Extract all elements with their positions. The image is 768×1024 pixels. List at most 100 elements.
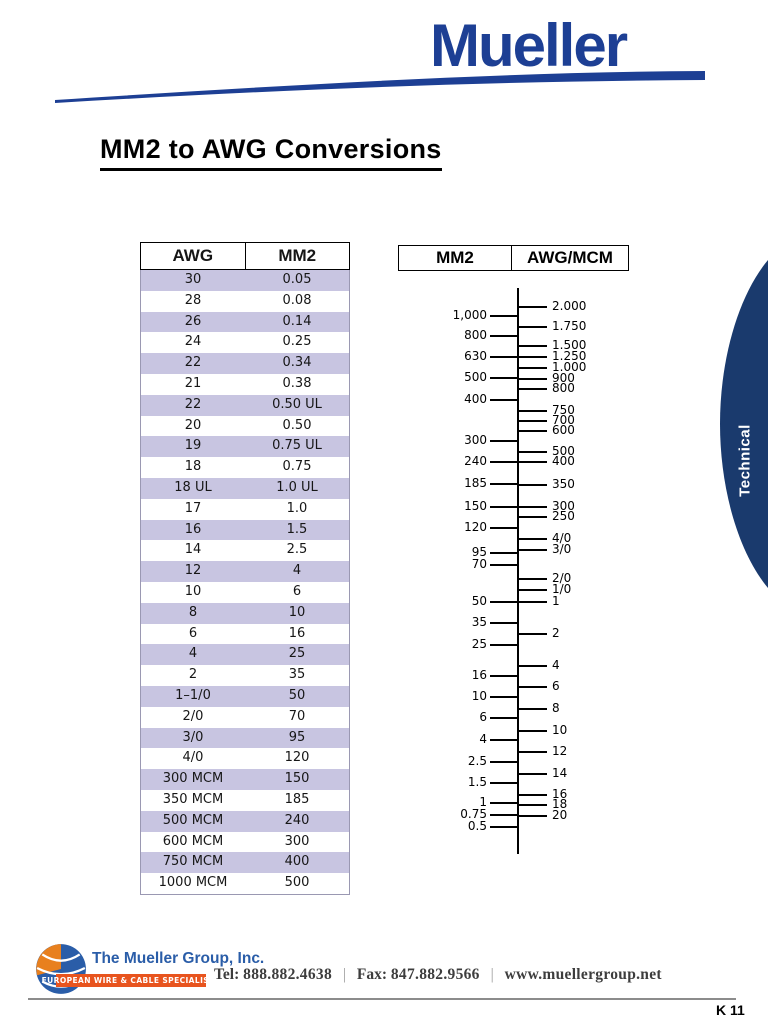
scale-tick-label-right: 4/0 bbox=[552, 531, 572, 545]
table-cell: 24 bbox=[184, 334, 202, 350]
scale-tick-left bbox=[490, 761, 517, 763]
scale-tick-label-right: 1.750 bbox=[552, 319, 587, 333]
scale-tick-right bbox=[519, 378, 547, 380]
scale-tick-label-right: 300 bbox=[552, 499, 575, 513]
table-row: 19 0.75 UL bbox=[140, 436, 350, 458]
table-cell: 70 bbox=[288, 708, 306, 724]
scale-tick-label-right: 600 bbox=[552, 423, 575, 437]
scale-tick-right bbox=[519, 665, 547, 667]
scale-tick-label-left: 1 bbox=[479, 795, 487, 809]
scale-tick-label-right: 800 bbox=[552, 381, 575, 395]
footer-rule bbox=[28, 998, 736, 1000]
table-row: 12 4 bbox=[140, 561, 350, 582]
table-header-awg: AWG bbox=[140, 242, 246, 270]
scale-tick-label-left: 150 bbox=[464, 499, 487, 513]
scale-tick-label-right: 16 bbox=[552, 787, 568, 801]
table-cell: 22 bbox=[140, 394, 245, 416]
table-row: 600 MCM 300 bbox=[141, 832, 350, 853]
scale-tick-left bbox=[490, 782, 517, 784]
table-cell: 0.75 UL bbox=[245, 436, 350, 458]
table-cell: 26 bbox=[140, 311, 245, 333]
fax-label: Fax: bbox=[356, 966, 387, 983]
scale-tick-right bbox=[519, 686, 547, 688]
scale-tick-left bbox=[490, 717, 517, 719]
scale-tick-label-left: 95 bbox=[471, 545, 487, 559]
scale-tick-label-left: 25 bbox=[471, 637, 487, 651]
scale-tick-label-left: 0.5 bbox=[467, 819, 487, 833]
table-cell: 150 bbox=[245, 769, 350, 790]
table-cell: 185 bbox=[284, 791, 310, 807]
table-row: 2 35 bbox=[141, 665, 350, 686]
table-row: 18 0.75 bbox=[141, 457, 350, 478]
table-body: 30 0.05 28 0.08 26 0.14 24 0.25 22 0.34 21 0.38 22 0.… bbox=[140, 269, 350, 895]
scale-tick-label-left: 1.5 bbox=[467, 775, 487, 789]
table-row: 750 MCM 400 bbox=[140, 852, 350, 874]
scale-tick-label-left: 630 bbox=[464, 349, 487, 363]
table-cell: 0.08 bbox=[282, 292, 312, 308]
table-cell: 19 bbox=[140, 436, 245, 458]
table-cell: 4/0 bbox=[182, 750, 204, 766]
table-row: 1–1/0 50 bbox=[140, 685, 350, 707]
table-cell: 95 bbox=[245, 727, 350, 749]
scale-tick-left bbox=[490, 622, 517, 624]
scale-tick-right bbox=[519, 730, 547, 732]
scale-tick-label-right: 500 bbox=[552, 444, 575, 458]
scale-tick-left bbox=[490, 826, 517, 828]
scale-tick-label-left: 6 bbox=[479, 710, 487, 724]
scale-tick-label-left: 10 bbox=[471, 689, 487, 703]
table-cell: 14 bbox=[184, 542, 202, 558]
table-row: 26 0.14 bbox=[140, 311, 350, 333]
scale-figure: MM2 AWG/MCM 1,000 800 630 500 400 300 240 185 15… bbox=[390, 240, 645, 868]
scale-tick-left bbox=[490, 814, 517, 816]
scale-tick-label-left: 4 bbox=[479, 732, 487, 746]
table-cell: 50 bbox=[245, 685, 350, 707]
table-cell: 0.14 bbox=[245, 311, 350, 333]
scale-tick-label-right: 350 bbox=[552, 477, 575, 491]
table-cell: 0.75 bbox=[282, 459, 312, 475]
table-cell: 300 bbox=[284, 833, 310, 849]
table-row: 350 MCM 185 bbox=[141, 790, 350, 811]
scale-tick-label-right: 1.250 bbox=[552, 349, 587, 363]
table-row: 4/0 120 bbox=[141, 748, 350, 769]
table-cell: 500 MCM bbox=[140, 810, 245, 832]
scale-tick-right bbox=[519, 538, 547, 540]
table-cell: 35 bbox=[288, 667, 306, 683]
scale-tick-right bbox=[519, 326, 547, 328]
scale-tick-left bbox=[490, 696, 517, 698]
table-header-row: AWG MM2 bbox=[140, 242, 350, 270]
scale-tick-right bbox=[519, 516, 547, 518]
table-cell: 1.0 UL bbox=[245, 477, 350, 499]
scale-tick-label-left: 400 bbox=[464, 392, 487, 406]
scale-tick-left bbox=[490, 483, 517, 485]
table-row: 17 1.0 bbox=[141, 499, 350, 520]
table-cell: 18 bbox=[184, 459, 202, 475]
table-cell: 600 MCM bbox=[162, 833, 224, 849]
scale-tick-label-right: 4 bbox=[552, 658, 560, 672]
scale-tick-label-right: 20 bbox=[552, 808, 568, 822]
table-cell: 6 bbox=[188, 625, 198, 641]
scale-tick-label-left: 300 bbox=[464, 433, 487, 447]
scale-tick-label-right: 2/0 bbox=[552, 571, 572, 585]
table-cell: 2/0 bbox=[182, 708, 204, 724]
scale-tick-left bbox=[490, 802, 517, 804]
table-cell: 0.50 UL bbox=[245, 394, 350, 416]
scale-tick-right bbox=[519, 356, 547, 358]
scale-tick-right bbox=[519, 633, 547, 635]
scale-tick-left bbox=[490, 564, 517, 566]
scale-tick-label-right: 18 bbox=[552, 797, 568, 811]
table-cell: 20 bbox=[184, 417, 202, 433]
scale-tick-left bbox=[490, 399, 517, 401]
scale-tick-right bbox=[519, 451, 547, 453]
table-cell: 10 bbox=[245, 602, 350, 624]
table-cell: 22 bbox=[140, 353, 245, 374]
scale-tick-left bbox=[490, 527, 517, 529]
tel-number: 888.882.4638 bbox=[243, 966, 332, 983]
scale-tick-right bbox=[519, 578, 547, 580]
table-cell: 12 bbox=[140, 561, 245, 582]
table-row: 21 0.38 bbox=[141, 374, 350, 395]
brand-swoosh-icon bbox=[55, 71, 705, 103]
table-cell: 0.38 bbox=[282, 375, 312, 391]
table-cell: 8 bbox=[140, 602, 245, 624]
scale-tick-left bbox=[490, 601, 517, 603]
website-text: www.muellergroup.net bbox=[504, 966, 662, 983]
